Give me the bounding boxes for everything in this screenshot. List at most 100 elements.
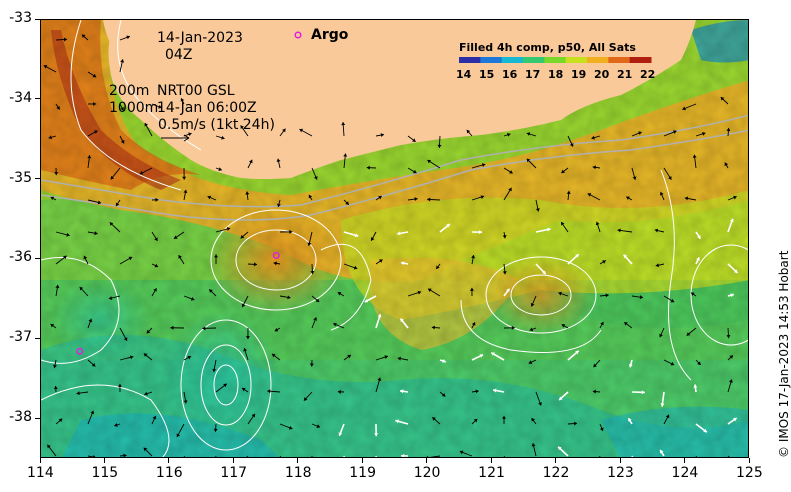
- credit-text: © IMOS 17-Jan-2023 14:53 Hobart: [777, 250, 791, 458]
- current-vector-head: [90, 410, 95, 415]
- current-vector-head: [93, 455, 96, 457]
- current-vector-head: [682, 106, 686, 111]
- altimetry-label: NRT00 GSL: [157, 83, 235, 99]
- current-vector-head: [87, 155, 92, 159]
- current-vector-head: [273, 261, 277, 266]
- x-tick-label: 125: [736, 465, 763, 481]
- sst-map[interactable]: 14-Jan-2023 04Z 200m NRT00 GSL 1000m 14-…: [40, 19, 749, 458]
- vector-scale-label: 0.5m/s (1kt 24h): [158, 117, 275, 133]
- current-vector-head: [120, 106, 124, 111]
- x-tick: [361, 458, 363, 463]
- current-vector-head: [155, 197, 159, 202]
- current-vector-head: [595, 221, 600, 226]
- current-vector-head: [50, 324, 55, 328]
- x-tick-label: 117: [220, 465, 248, 481]
- current-vector-head: [733, 195, 737, 200]
- x-tick: [297, 458, 299, 463]
- current-vector-head: [459, 450, 464, 455]
- current-vector-head: [243, 348, 248, 352]
- current-vector-head: [531, 417, 535, 422]
- current-vector-head: [602, 260, 606, 264]
- current-vector-head: [441, 393, 446, 397]
- current-vector-head: [276, 203, 281, 207]
- x-tick-label: 121: [478, 465, 505, 481]
- x-tick-label: 123: [607, 465, 634, 481]
- current-vector-head: [478, 230, 482, 235]
- current-vector-head: [428, 288, 432, 293]
- current-vector-head: [276, 158, 281, 163]
- x-tick: [232, 458, 234, 463]
- x-tick: [555, 458, 557, 463]
- current-vector-head: [502, 235, 507, 239]
- current-vector-head: [414, 197, 418, 202]
- x-tick-label: 118: [284, 465, 312, 481]
- current-vector-head: [436, 265, 440, 270]
- current-vector-head: [242, 387, 246, 392]
- current-vector-head: [354, 233, 359, 238]
- current-vector-head: [730, 457, 734, 458]
- current-vector-head: [76, 391, 80, 396]
- current-vector-head: [178, 255, 182, 259]
- current-vector-head: [240, 125, 244, 129]
- current-vector-head: [690, 292, 695, 297]
- current-vector-head: [561, 169, 565, 174]
- current-vector-head: [431, 325, 435, 330]
- current-vector-head: [202, 326, 206, 331]
- current-vector-head: [93, 101, 97, 106]
- colorbar-swatch: [608, 57, 631, 63]
- current-vector-head: [213, 428, 218, 432]
- current-vector-head: [639, 295, 644, 300]
- current-vector-head: [502, 271, 507, 275]
- y-tick-label: -34: [9, 89, 32, 106]
- current-vector-head: [729, 355, 733, 359]
- y-tick-label: -37: [9, 329, 32, 346]
- current-vector-head: [442, 359, 446, 363]
- x-tick-label: 116: [155, 465, 183, 481]
- current-vector-head: [316, 424, 321, 428]
- current-vector-head: [267, 389, 271, 394]
- current-vector-head: [397, 231, 401, 236]
- current-vector-head: [91, 363, 96, 367]
- y-tick-label: -35: [9, 169, 32, 186]
- current-vector-head: [624, 322, 628, 326]
- current-vector-head: [659, 333, 663, 338]
- current-vector-head: [115, 202, 120, 207]
- current-vector-head: [668, 176, 672, 180]
- colorbar-swatch: [523, 57, 545, 63]
- current-vector-head: [245, 191, 250, 195]
- current-vector-head: [353, 265, 358, 270]
- current-vector-head: [728, 379, 733, 383]
- current-vector-head: [538, 402, 542, 406]
- current-vector-head: [315, 298, 320, 303]
- current-vector-head: [223, 383, 227, 388]
- current-vector: [87, 455, 96, 457]
- current-vector-head: [412, 169, 417, 174]
- current-vector-head: [53, 364, 57, 369]
- current-vector-head: [617, 228, 621, 233]
- current-vector-head: [154, 237, 158, 241]
- hour-label: 04Z: [165, 47, 193, 63]
- current-vector-head: [58, 418, 63, 423]
- current-vector-head: [56, 105, 60, 110]
- current-vector-head: [526, 132, 531, 136]
- current-vector-head: [530, 303, 535, 307]
- colorbar-swatch: [565, 57, 588, 63]
- current-vector-head: [43, 65, 48, 69]
- current-vector-head: [693, 384, 698, 388]
- current-vector-head: [427, 197, 431, 202]
- current-vector-head: [313, 176, 318, 180]
- current-vector-head: [733, 418, 737, 422]
- colorbar-tick-label: 18: [548, 68, 564, 81]
- current-vector-head: [502, 415, 507, 419]
- sst-map-canvas: [41, 20, 748, 458]
- current-vector-head: [380, 133, 384, 138]
- current-vector-head: [526, 158, 531, 163]
- current-vector-head: [475, 389, 479, 394]
- current-vector-head: [337, 292, 342, 296]
- current-vector-head: [50, 196, 55, 201]
- current-vector-head: [190, 296, 195, 301]
- current-vector-head: [63, 37, 68, 42]
- colorbar-swatch: [544, 57, 567, 63]
- current-vector-head: [599, 427, 604, 432]
- current-vector-head: [108, 296, 113, 300]
